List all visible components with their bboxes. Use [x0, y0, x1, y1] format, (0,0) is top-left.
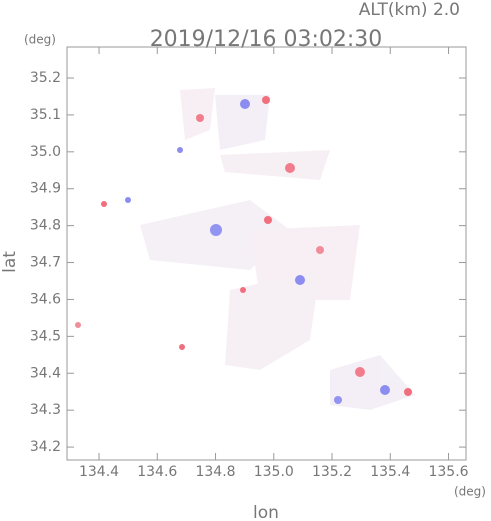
x-tick-label: 135.4: [370, 464, 410, 480]
y-tick-label: 34.5: [30, 328, 61, 344]
y-tick-label: 34.8: [30, 218, 61, 234]
x-tick-label: 135.2: [312, 464, 352, 480]
y-axis-label: lat: [0, 251, 20, 273]
echo: [316, 246, 324, 254]
echo: [264, 216, 272, 224]
echo: [210, 224, 222, 236]
x-tick-label: 135.0: [254, 464, 294, 480]
y-tick-label: 34.6: [30, 291, 61, 307]
echo: [225, 270, 320, 370]
echo: [196, 114, 204, 122]
x-tick-label: 134.6: [137, 464, 177, 480]
echo: [380, 385, 390, 395]
echo: [75, 322, 81, 328]
echo: [215, 95, 270, 150]
x-tick-label: 134.8: [195, 464, 235, 480]
echo: [240, 287, 246, 293]
echo: [101, 201, 107, 207]
y-tick-label: 34.7: [30, 255, 61, 271]
y-tick-label: 35.0: [30, 144, 61, 160]
plot-frame: [66, 46, 467, 461]
echo: [285, 163, 295, 173]
y-tick-label: 34.2: [30, 439, 61, 455]
x-tick-label: 134.4: [79, 464, 119, 480]
echo: [262, 96, 270, 104]
y-tick-label: 35.2: [30, 70, 61, 86]
echo: [334, 396, 342, 404]
y-tick-label: 34.3: [30, 402, 61, 418]
chart-title: 2019/12/16 03:02:30: [150, 27, 383, 52]
echo: [125, 197, 131, 203]
echo: [179, 344, 185, 350]
altitude-label: ALT(km) 2.0: [359, 0, 460, 20]
echo: [177, 147, 183, 153]
echo: [330, 355, 415, 410]
echo-field: [75, 88, 415, 410]
y-tick-label: 35.1: [30, 107, 61, 123]
echo: [404, 388, 412, 396]
echo: [180, 88, 215, 140]
y-tick-label: 34.9: [30, 181, 61, 197]
x-tick-label: 135.6: [428, 464, 468, 480]
echo: [220, 150, 330, 180]
x-axis-label: lon: [253, 503, 279, 521]
y-tick-label: 34.4: [30, 365, 61, 381]
x-unit: (deg): [454, 485, 486, 499]
echo: [295, 275, 305, 285]
y-unit: (deg): [24, 33, 56, 47]
echo: [240, 99, 250, 109]
echo: [355, 367, 365, 377]
